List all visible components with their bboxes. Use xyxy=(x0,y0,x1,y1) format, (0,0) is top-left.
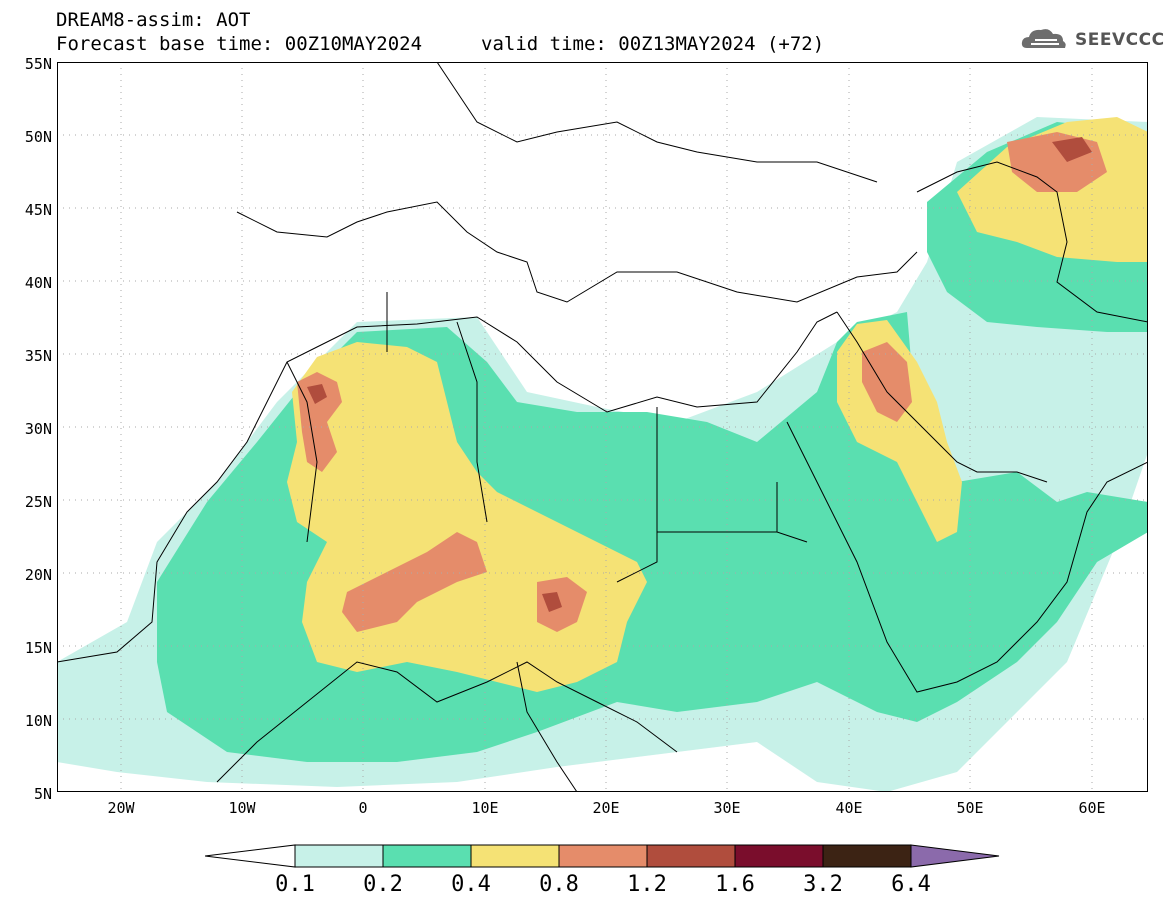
lon-label: 20E xyxy=(592,799,620,817)
colorbar-bin xyxy=(822,844,912,868)
lon-label: 50E xyxy=(956,799,984,817)
colorbar xyxy=(205,844,1000,868)
colorbar-bin xyxy=(558,844,648,868)
lat-label: 40N xyxy=(24,274,52,292)
lon-label: 60E xyxy=(1078,799,1106,817)
lat-label: 30N xyxy=(24,420,52,438)
logo-text: SEEVCCC xyxy=(1075,30,1165,50)
forecast-base-time: Forecast base time: 00Z10MAY2024 xyxy=(56,33,423,55)
colorbar-label: 6.4 xyxy=(891,872,931,897)
lon-label: 0 xyxy=(358,799,368,817)
lat-label: 35N xyxy=(24,347,52,365)
colorbar-label: 3.2 xyxy=(803,872,843,897)
colorbar-bin xyxy=(734,844,824,868)
colorbar-bin xyxy=(470,844,560,868)
lon-label: 40E xyxy=(835,799,863,817)
lat-label: 50N xyxy=(24,128,52,146)
lat-label: 20N xyxy=(24,566,52,584)
lat-label: 25N xyxy=(24,493,52,511)
lat-label: 45N xyxy=(24,201,52,219)
colorbar-label: 1.6 xyxy=(715,872,755,897)
colorbar-label: 0.2 xyxy=(363,872,403,897)
colorbar-bin xyxy=(382,844,472,868)
aot-shading-extreme xyxy=(307,137,1092,612)
colorbar-label: 0.8 xyxy=(539,872,579,897)
country-borders xyxy=(57,62,1148,792)
lat-label: 5N xyxy=(33,785,52,803)
lat-label: 10N xyxy=(24,712,52,730)
lat-label: 55N xyxy=(24,55,52,73)
colorbar-bin xyxy=(646,844,736,868)
map-title: DREAM8-assim: AOT xyxy=(56,9,251,31)
colorbar-label: 1.2 xyxy=(627,872,667,897)
lon-label: 30E xyxy=(713,799,741,817)
lon-label: 10W xyxy=(228,799,256,817)
aot-map xyxy=(57,62,1148,792)
cloud-icon xyxy=(1021,29,1066,48)
colorbar-label: 0.4 xyxy=(451,872,491,897)
lat-label: 15N xyxy=(24,639,52,657)
colorbar-high-arrow xyxy=(910,844,1000,868)
seevccc-logo: SEEVCCC xyxy=(1019,24,1164,56)
lon-label: 20W xyxy=(107,799,135,817)
valid-time: valid time: 00Z13MAY2024 (+72) xyxy=(481,33,825,55)
colorbar-low-arrow xyxy=(205,844,296,868)
colorbar-bin xyxy=(294,844,384,868)
lon-label: 10E xyxy=(471,799,499,817)
colorbar-label: 0.1 xyxy=(275,872,315,897)
